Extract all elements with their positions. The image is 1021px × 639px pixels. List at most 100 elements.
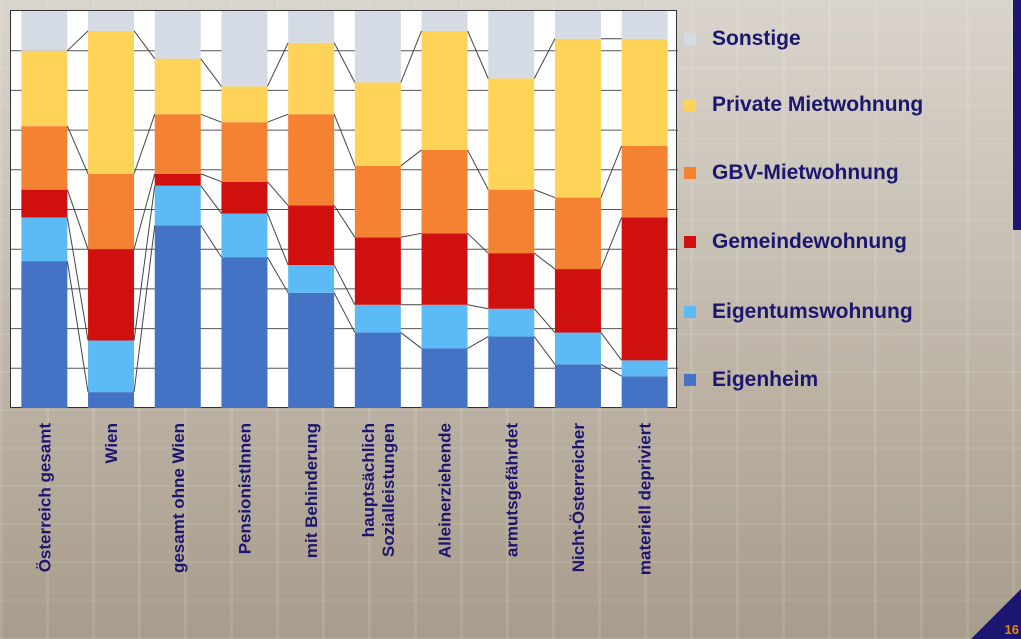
series-connector-line: [600, 363, 622, 377]
bar-segment: [221, 86, 268, 123]
series-connector-line: [533, 336, 556, 365]
bar-segment: [354, 237, 401, 305]
bar-segment: [554, 197, 601, 270]
x-axis-labels: Österreich gesamt Wien gesamt ohne Wien Pen…: [35, 423, 655, 576]
bar-segment: [354, 332, 401, 408]
bar-segment: [488, 78, 535, 190]
bar-segment: [221, 213, 268, 258]
series-connector-line: [333, 292, 356, 333]
bar-segment: [288, 114, 335, 206]
bar-segment: [288, 265, 335, 293]
series-connector-line: [333, 205, 356, 238]
bar-segment: [21, 50, 68, 127]
series-connector-line: [333, 114, 356, 167]
series-connector-line: [600, 217, 623, 270]
bar-segment: [554, 38, 601, 198]
page-number: 16: [1004, 622, 1019, 637]
bar-segment: [488, 189, 535, 254]
bar-segment: [154, 58, 201, 115]
bar-segment: [21, 261, 68, 408]
bar-segment: [288, 205, 335, 266]
legend-item-eigentumswohnung: Eigentumswohnung: [684, 299, 913, 325]
series-connector-line: [267, 113, 289, 123]
legend-swatch: [684, 167, 696, 179]
series-connector-line: [133, 114, 156, 174]
series-connector-line: [333, 264, 356, 306]
series-connector-line: [333, 42, 356, 83]
bar-segment: [288, 42, 335, 115]
bar-segment: [421, 30, 468, 150]
legend-label: Gemeindewohnung: [712, 230, 907, 253]
bar-segment: [88, 340, 135, 393]
legend-label: Eigentumswohnung: [712, 300, 913, 323]
series-connector-line: [66, 189, 89, 250]
x-tick-label: Österreich gesamt: [35, 423, 54, 573]
bar-segment: [488, 11, 535, 79]
series-connector-line: [200, 173, 222, 183]
series-connector-line: [533, 252, 556, 270]
series-connector-line: [133, 30, 156, 59]
series-connector-line: [533, 308, 556, 333]
bar-segment: [21, 189, 68, 218]
bar-segment: [621, 38, 668, 146]
series-connector-line: [133, 225, 156, 393]
legend-swatch: [684, 306, 696, 318]
bar-segment: [221, 122, 268, 182]
bar-segment: [154, 173, 201, 186]
bar-segment: [621, 360, 668, 377]
bar-segment: [488, 253, 535, 309]
series-connector-line: [534, 189, 556, 199]
bar-segment: [154, 225, 201, 408]
legend-label: GBV-Mietwohnung: [712, 161, 899, 184]
series-connector-line: [66, 125, 89, 174]
x-tick-label: mit Behinderung: [302, 423, 321, 558]
bar-segment: [488, 308, 535, 337]
bar-segment: [554, 332, 601, 365]
bar-segment: [88, 30, 135, 174]
bar-segment: [421, 348, 468, 408]
x-tick-label: PensionistInnen: [235, 423, 254, 554]
x-tick-label: gesamt ohne Wien: [169, 423, 188, 573]
series-connector-line: [467, 232, 489, 254]
x-tick-label: hauptsächlich: [359, 423, 378, 537]
x-tick-label: Sozialleistungen: [379, 423, 398, 557]
bar-segment: [221, 257, 268, 408]
bar-segment: [221, 11, 268, 87]
legend-swatch: [684, 374, 696, 386]
bar-segment: [421, 11, 468, 31]
x-tick-label: armutsgefährdet: [502, 423, 521, 557]
corner-decoration: [971, 589, 1021, 639]
bar-segment: [621, 376, 668, 408]
legend-item-gemeindewohnung: Gemeindewohnung: [684, 229, 907, 255]
bar-segment: [21, 11, 68, 51]
x-tick-label: materiell depriviert: [636, 423, 655, 575]
legend-item-sonstige: Sonstige: [684, 26, 801, 52]
series-connector-line: [200, 185, 222, 214]
legend-swatch: [684, 99, 696, 111]
legend-label: Sonstige: [712, 27, 801, 50]
x-tick-label: Nicht-Österreicher: [569, 423, 588, 573]
series-connector-line: [600, 145, 623, 198]
series-connector-line: [467, 304, 489, 310]
series-connector-line: [67, 30, 89, 52]
series-connector-line: [133, 173, 156, 250]
bar-segment: [488, 336, 535, 408]
bar-segment: [354, 82, 401, 166]
bar-segment: [88, 249, 135, 341]
bar-segment: [554, 364, 601, 408]
bar-segment: [154, 114, 201, 174]
bar-segment: [421, 233, 468, 305]
legend-item-eigenheim: Eigenheim: [684, 367, 818, 393]
series-connector-line: [66, 217, 89, 341]
series-connector-line: [200, 225, 222, 258]
bar-segment: [288, 11, 335, 43]
series-connector-line: [400, 232, 422, 238]
stacked-bar-chart: [11, 11, 678, 408]
bar-segment: [554, 269, 601, 333]
series-connector-line: [467, 336, 489, 349]
series-connector-line: [467, 30, 489, 79]
bar-segment: [554, 11, 601, 39]
bar-segment: [621, 11, 668, 39]
series-connector-line: [267, 181, 289, 206]
legend-swatch: [684, 33, 696, 45]
